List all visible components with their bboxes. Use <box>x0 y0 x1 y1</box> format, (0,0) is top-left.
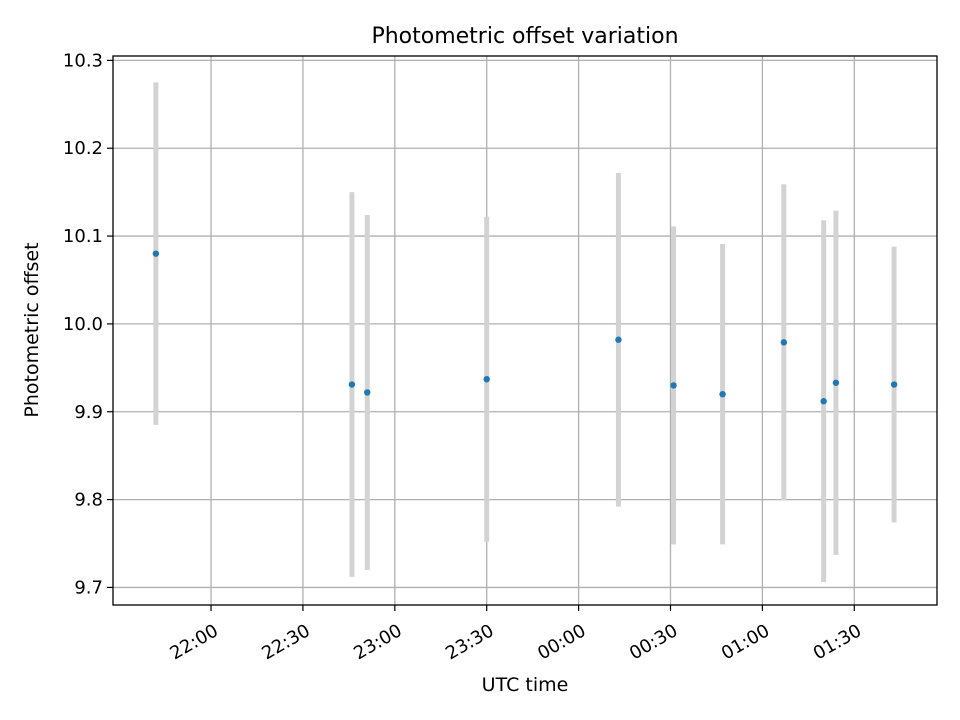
data-point <box>615 336 622 343</box>
y-axis-ticks: 9.7 9.8 9.9 10.0 10.1 10.2 10.3 <box>63 50 113 598</box>
data-points <box>152 250 898 405</box>
data-point <box>719 390 726 398</box>
x-tick-label: 22:00 <box>166 620 221 664</box>
grid <box>113 56 937 605</box>
y-tick-label: 9.8 <box>74 490 103 511</box>
y-tick-label: 9.9 <box>74 402 103 423</box>
x-tick-label: 23:30 <box>442 620 497 664</box>
data-point <box>670 382 677 389</box>
data-point <box>832 379 840 386</box>
data-point <box>780 339 788 346</box>
x-tick-label: 22:30 <box>258 620 313 664</box>
error-bars <box>153 82 897 583</box>
data-point <box>483 376 490 383</box>
x-tick-label: 01:00 <box>718 620 773 664</box>
data-point <box>820 398 827 405</box>
data-point <box>152 250 160 257</box>
y-tick-label: 10.2 <box>63 138 103 159</box>
x-tick-label: 00:30 <box>626 620 681 664</box>
y-axis-label: Photometric offset <box>21 242 43 417</box>
data-point <box>890 381 898 388</box>
chart-title: Photometric offset variation <box>371 24 678 49</box>
data-point <box>348 381 356 388</box>
x-axis-ticks: 22:00 22:30 23:00 23:30 00:00 00:30 01:00 01:30 <box>166 605 865 664</box>
x-tick-label: 00:00 <box>534 620 589 664</box>
x-tick-label: 23:00 <box>350 620 405 664</box>
plot-frame <box>112 55 938 606</box>
y-tick-label: 10.1 <box>63 226 103 247</box>
data-point <box>364 389 371 396</box>
x-axis-label: UTC time <box>482 674 569 696</box>
y-tick-label: 10.0 <box>63 314 103 335</box>
y-tick-label: 9.7 <box>74 577 103 598</box>
x-tick-label: 01:30 <box>810 620 865 664</box>
y-tick-label: 10.3 <box>63 50 103 71</box>
